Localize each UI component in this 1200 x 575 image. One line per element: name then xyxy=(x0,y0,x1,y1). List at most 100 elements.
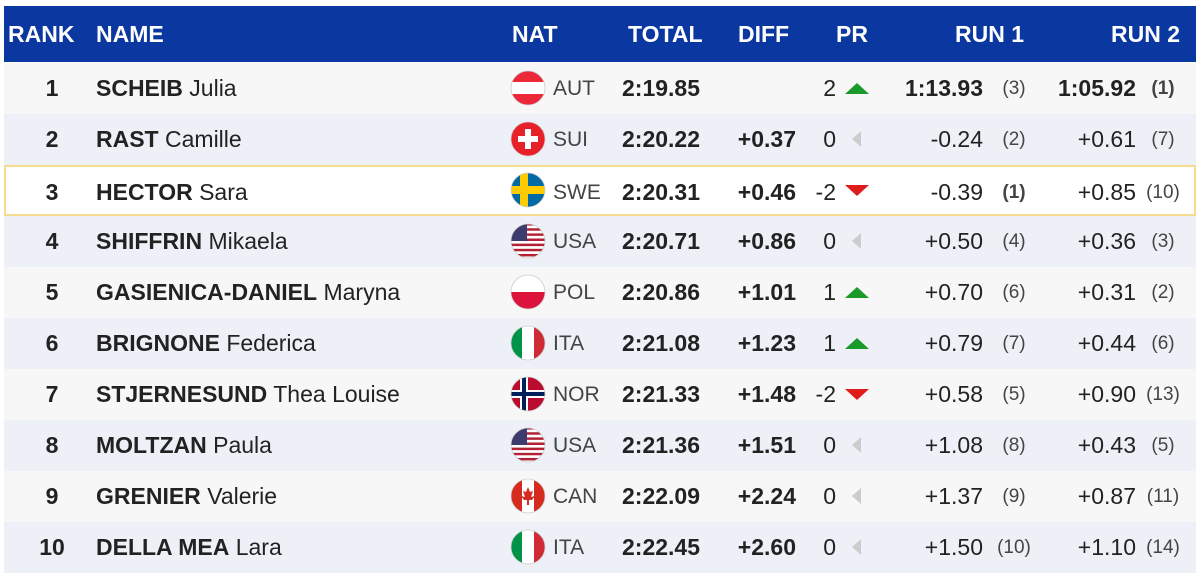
change-arrow xyxy=(845,389,869,400)
change-arrow xyxy=(852,488,861,504)
run2-time: +0.87 xyxy=(1077,483,1136,509)
column-header: NAT xyxy=(512,21,558,47)
result-row: 4 SHIFFRIN Mikaela USA 2:20.71 +0.86 0 +0.50 (4… xyxy=(4,216,1196,267)
diff: +2.24 xyxy=(737,483,796,509)
diff: +1.48 xyxy=(737,381,796,407)
diff: +1.51 xyxy=(737,432,796,458)
athlete-name: MOLTZAN Paula xyxy=(96,420,272,471)
nationality: USA xyxy=(553,230,597,253)
diff: +0.86 xyxy=(737,228,796,254)
flag-icon xyxy=(510,121,546,157)
surname: GASIENICA-DANIEL xyxy=(96,279,318,305)
athlete-name: DELLA MEA Lara xyxy=(96,522,282,573)
athlete-name: STJERNESUND Thea Louise xyxy=(96,369,400,420)
surname: HECTOR xyxy=(96,179,193,205)
position-change: 0 xyxy=(823,534,836,560)
result-row: 6 BRIGNONE Federica ITA 2:21.08 +1.23 1 +0.79 (… xyxy=(4,318,1196,369)
column-header: TOTAL xyxy=(628,21,703,47)
result-row: 8 MOLTZAN Paula USA 2:21.36 +1.51 0 +1.08 (8) +0… xyxy=(4,420,1196,471)
run1-rank: (7) xyxy=(1002,333,1026,354)
column-header: NAME xyxy=(96,21,164,47)
change-arrow xyxy=(852,233,861,249)
run1-time: +1.50 xyxy=(924,534,983,560)
run2-rank: (7) xyxy=(1151,129,1175,150)
result-row: 1 SCHEIB Julia AUT 2:19.85 2 1:13.93 (3) 1:05.9… xyxy=(4,63,1196,114)
surname: DELLA MEA xyxy=(96,534,230,560)
first-name: Lara xyxy=(235,534,282,560)
run1-time: +1.08 xyxy=(924,432,983,458)
nationality: SWE xyxy=(553,181,601,204)
flag-icon xyxy=(510,478,546,514)
column-header: RANK xyxy=(8,21,75,47)
surname: SCHEIB xyxy=(96,75,183,101)
run2-time: +0.43 xyxy=(1077,432,1136,458)
nationality: SUI xyxy=(553,128,589,151)
run2-time: +0.90 xyxy=(1077,381,1136,407)
nationality: POL xyxy=(553,281,596,304)
athlete-name: RAST Camille xyxy=(96,114,242,165)
total-time: 2:19.85 xyxy=(622,75,701,101)
position-change: 0 xyxy=(823,126,836,152)
run1-time: +0.50 xyxy=(924,228,983,254)
surname: MOLTZAN xyxy=(96,432,207,458)
flag-icon xyxy=(510,325,546,361)
header-row: RANK NAME NAT TOTAL DIFF PR RUN 1 RUN 2 xyxy=(4,6,1196,62)
first-name: Julia xyxy=(189,75,237,101)
change-arrow xyxy=(852,437,861,453)
total-time: 2:22.09 xyxy=(622,483,701,509)
run1-rank: (10) xyxy=(997,537,1031,558)
position-change: 0 xyxy=(823,228,836,254)
surname: STJERNESUND xyxy=(96,381,268,407)
run1-rank: (1) xyxy=(1002,182,1026,203)
rank: 8 xyxy=(45,432,59,458)
column-header: RUN 1 xyxy=(954,21,1024,47)
flag-icon xyxy=(510,376,546,412)
column-header: DIFF xyxy=(738,21,790,47)
surname: SHIFFRIN xyxy=(96,228,203,254)
change-arrow xyxy=(845,185,869,196)
total-time: 2:20.22 xyxy=(622,126,701,152)
total-time: 2:20.31 xyxy=(622,179,701,205)
run1-time: -0.24 xyxy=(930,126,983,152)
athlete-name: SCHEIB Julia xyxy=(96,63,237,114)
run1-time: 1:13.93 xyxy=(904,75,983,101)
first-name: Thea Louise xyxy=(273,381,400,407)
rank: 4 xyxy=(45,228,59,254)
nationality: AUT xyxy=(553,77,595,100)
run2-rank: (5) xyxy=(1151,435,1175,456)
flag-icon xyxy=(510,529,546,565)
change-arrow xyxy=(845,338,869,349)
total-time: 2:21.33 xyxy=(622,381,701,407)
run2-rank: (2) xyxy=(1151,282,1175,303)
diff: +1.01 xyxy=(737,279,796,305)
position-change: 1 xyxy=(823,279,836,305)
surname: BRIGNONE xyxy=(96,330,220,356)
change-arrow xyxy=(852,539,861,555)
total-time: 2:22.45 xyxy=(622,534,701,560)
rank: 6 xyxy=(45,330,59,356)
run2-rank: (13) xyxy=(1146,384,1180,405)
run2-time: +0.31 xyxy=(1077,279,1136,305)
position-change: 0 xyxy=(823,483,836,509)
result-row: 2 RAST Camille SUI 2:20.22 +0.37 0 -0.24 (2) +0.… xyxy=(4,114,1196,165)
column-header: RUN 2 xyxy=(1110,21,1180,47)
result-row: 7 STJERNESUND Thea Louise NOR 2:21.33 +1.48-… xyxy=(4,369,1196,420)
run1-rank: (9) xyxy=(1002,486,1026,507)
position-change: -2 xyxy=(815,381,836,407)
diff: +0.46 xyxy=(737,179,796,205)
athlete-name: GRENIER Valerie xyxy=(96,471,277,522)
result-row: 9 GRENIER Valerie CAN 2:22.09 +2.24 0 +1.37 (9)… xyxy=(4,471,1196,522)
run2-rank: (10) xyxy=(1146,182,1180,203)
nationality: USA xyxy=(553,434,597,457)
run2-time: +1.10 xyxy=(1077,534,1136,560)
athlete-name: HECTOR Sara xyxy=(96,167,248,218)
run2-rank: (3) xyxy=(1151,231,1175,252)
position-change: 0 xyxy=(823,432,836,458)
first-name: Maryna xyxy=(323,279,401,305)
rank: 10 xyxy=(39,534,65,560)
nationality: CAN xyxy=(553,485,598,508)
run1-rank: (5) xyxy=(1002,384,1026,405)
run1-rank: (6) xyxy=(1002,282,1026,303)
diff: +2.60 xyxy=(737,534,796,560)
run2-time: +0.85 xyxy=(1077,179,1136,205)
